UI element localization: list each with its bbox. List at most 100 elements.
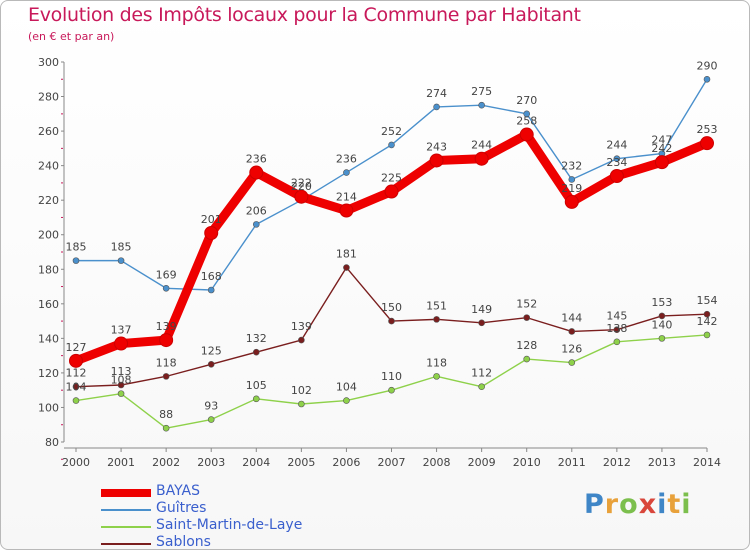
data-point-guitres [478, 101, 485, 109]
data-label-saint-martin-de-laye: 104 [336, 381, 357, 394]
legend-swatch-bayas [101, 489, 151, 497]
data-point-guitres [117, 257, 125, 264]
x-tick-label: 2003 [197, 456, 225, 469]
logo-letter: i [657, 489, 668, 520]
legend-label-bayas: BAYAS [156, 483, 201, 499]
data-point-guitres [613, 155, 621, 163]
data-point-bayas [159, 333, 174, 348]
chart-subtitle: (en € et par an) [28, 30, 115, 43]
data-point-bayas [564, 194, 579, 209]
data-label-guitres: 169 [156, 268, 177, 281]
data-point-bayas [474, 151, 489, 166]
y-tick-label: 240 [38, 160, 59, 173]
y-tick-label: 180 [38, 263, 59, 276]
logo-letter: t [667, 489, 682, 520]
data-point-saint-martin-de-laye [298, 400, 305, 408]
data-label-saint-martin-de-laye: 112 [471, 367, 492, 380]
data-label-guitres: 247 [651, 134, 672, 147]
x-tick-label: 2007 [378, 456, 406, 469]
data-label-guitres: 206 [246, 204, 267, 217]
data-point-guitres [343, 169, 350, 176]
data-point-sablons [523, 314, 531, 321]
data-point-bayas [519, 127, 534, 142]
data-point-guitres [523, 110, 531, 118]
legend-label-saint-martin-de-laye: Saint-Martin-de-Laye [156, 517, 303, 533]
data-point-guitres [568, 176, 576, 183]
data-label-guitres: 185 [66, 241, 87, 254]
data-point-sablons [298, 336, 305, 344]
data-point-sablons [207, 360, 215, 368]
x-tick-label: 2004 [242, 456, 270, 469]
data-label-sablons: 132 [246, 332, 267, 345]
data-point-sablons [72, 383, 80, 391]
data-label-guitres: 232 [561, 159, 582, 172]
data-label-bayas: 243 [426, 140, 447, 153]
data-label-bayas: 253 [697, 123, 718, 136]
data-label-bayas: 258 [516, 115, 537, 128]
data-point-sablons [117, 381, 125, 389]
chart-title: Evolution des Impôts locaux pour la Comm… [28, 4, 581, 26]
data-point-bayas [114, 336, 129, 351]
data-point-bayas [294, 189, 309, 204]
data-label-sablons: 150 [381, 301, 402, 314]
data-label-bayas: 222 [291, 177, 312, 190]
x-tick-label: 2012 [603, 456, 631, 469]
data-label-bayas: 244 [471, 139, 492, 152]
x-tick-label: 2014 [693, 456, 721, 469]
data-label-guitres: 185 [111, 241, 132, 254]
legend-label-sablons: Sablons [156, 534, 211, 550]
data-point-saint-martin-de-laye [252, 395, 260, 403]
data-label-sablons: 153 [651, 296, 672, 309]
data-point-guitres [207, 286, 215, 294]
data-point-saint-martin-de-laye [703, 331, 711, 339]
x-tick-label: 2013 [648, 456, 676, 469]
data-label-bayas: 219 [561, 182, 582, 195]
data-label-saint-martin-de-laye: 118 [426, 356, 447, 369]
y-tick-label: 80 [45, 436, 59, 449]
data-label-saint-martin-de-laye: 126 [561, 343, 582, 356]
data-label-bayas: 234 [606, 156, 627, 169]
data-point-saint-martin-de-laye [72, 397, 80, 404]
data-label-guitres: 236 [336, 153, 357, 166]
data-point-sablons [162, 373, 170, 380]
data-label-guitres: 244 [606, 139, 627, 152]
data-point-bayas [384, 184, 399, 199]
y-tick-label: 140 [38, 332, 59, 345]
data-label-bayas: 242 [651, 142, 672, 155]
data-point-sablons [252, 348, 260, 356]
data-point-sablons [613, 326, 621, 334]
y-tick-label: 160 [38, 298, 59, 311]
logo-letter: x [638, 489, 658, 520]
data-point-sablons [343, 264, 350, 271]
x-tick-label: 2000 [62, 456, 90, 469]
data-label-guitres: 252 [381, 125, 402, 138]
data-point-sablons [433, 316, 440, 323]
data-point-bayas [429, 153, 444, 168]
logo-letter: i [681, 489, 692, 520]
data-point-bayas [339, 203, 354, 218]
data-label-bayas: 214 [336, 191, 357, 204]
y-tick-label: 200 [38, 229, 59, 242]
data-point-saint-martin-de-laye [658, 335, 666, 342]
y-tick-label: 280 [38, 91, 59, 104]
data-label-sablons: 152 [516, 298, 537, 311]
data-point-guitres [72, 257, 80, 264]
data-point-bayas [654, 155, 669, 170]
data-label-saint-martin-de-laye: 104 [66, 381, 87, 394]
data-label-saint-martin-de-laye: 140 [651, 318, 672, 331]
data-label-saint-martin-de-laye: 88 [159, 408, 173, 421]
x-tick-label: 2006 [332, 456, 360, 469]
y-tick-label: 220 [38, 194, 59, 207]
data-label-saint-martin-de-laye: 93 [204, 400, 218, 413]
data-label-guitres: 220 [291, 180, 312, 193]
data-point-sablons [388, 317, 395, 325]
logo-letter: P [584, 489, 605, 520]
data-label-bayas: 127 [66, 341, 87, 354]
data-label-bayas: 201 [201, 213, 222, 226]
data-point-saint-martin-de-laye [388, 386, 395, 394]
data-label-saint-martin-de-laye: 102 [291, 384, 312, 397]
data-point-bayas [609, 169, 624, 183]
data-label-bayas: 139 [156, 320, 177, 333]
data-point-saint-martin-de-laye [613, 338, 621, 346]
